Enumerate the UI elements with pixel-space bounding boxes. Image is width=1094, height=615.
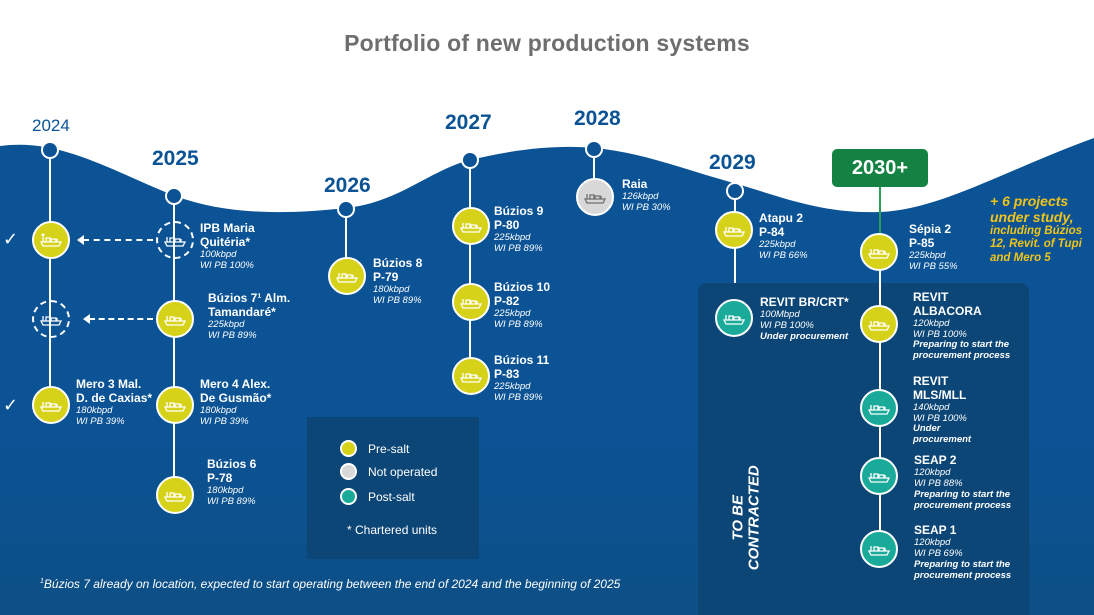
timeline-line-2030 [879, 187, 881, 247]
unit-label-raia: Raia 126kbpd WI PB 30% [622, 177, 671, 213]
platform-icon [163, 316, 187, 326]
platform-node-seap2[interactable] [860, 457, 898, 495]
platform-icon [459, 373, 483, 383]
platform-icon [722, 227, 746, 237]
platform-icon [867, 473, 891, 483]
platform-icon [867, 546, 891, 556]
unit-label-seap1: SEAP 1 120kbpd WI PB 69% Preparing to st… [914, 523, 1012, 581]
checkmark-icon: ✓ [3, 229, 19, 249]
post-salt-dot-icon [340, 488, 357, 505]
platform-node-buzios8[interactable] [328, 257, 366, 295]
platform-node-revit-albacora[interactable] [860, 305, 898, 343]
unit-label-revit-mls: REVIT MLS/MLL 140kbpd WI PB 100% Under p… [913, 374, 972, 446]
legend-item-post-salt: Post-salt [340, 488, 415, 505]
platform-node-seap1[interactable] [860, 530, 898, 568]
platform-icon [867, 321, 891, 331]
platform-node-sepia2[interactable] [860, 233, 898, 271]
platform-node-buzios7[interactable] [156, 300, 194, 338]
year-2029: 2029 [709, 151, 756, 174]
unit-label-mero3: Mero 3 Mal. D. de Caxias* 180kbpd WI PB … [76, 377, 153, 427]
platform-icon [867, 249, 891, 259]
year-2026: 2026 [324, 174, 371, 197]
dashed-arrow-ipb-to-2024 [77, 235, 153, 245]
milestone-2024 [41, 141, 59, 159]
unit-label-buzios10: Búzios 10 P-82 225kbpd WI PB 89% [494, 280, 551, 330]
unit-label-buzios7: Búzios 7¹ Alm. Tamandaré* 225kbpd WI PB … [208, 291, 291, 341]
year-2027: 2027 [445, 111, 492, 134]
unit-label-mero4: Mero 4 Alex. De Gusmão* 180kbpd WI PB 39… [200, 377, 272, 427]
unit-label-seap2: SEAP 2 120kbpd WI PB 88% Preparing to st… [914, 453, 1012, 511]
platform-icon [163, 237, 187, 247]
platform-node-2024-ipb-moved[interactable] [32, 221, 70, 259]
legend-note: * Chartered units [347, 523, 438, 537]
platform-node-revit-br[interactable] [715, 299, 753, 337]
milestone-2029 [726, 182, 744, 200]
timeline-line-2027 [469, 169, 471, 376]
timeline-line-2028 [593, 158, 595, 196]
platform-icon [867, 405, 891, 415]
platform-node-revit-mls[interactable] [860, 389, 898, 427]
platform-node-raia[interactable] [576, 178, 614, 216]
platform-node-atapu2[interactable] [715, 211, 753, 249]
legend-item-not-operated: Not operated [340, 463, 437, 480]
unit-label-buzios9: Búzios 9 P-80 225kbpd WI PB 89% [494, 204, 544, 254]
timeline-line-2026 [345, 218, 347, 273]
platform-node-buzios6[interactable] [156, 476, 194, 514]
projects-under-study-note: + 6 projects under study, including Búzi… [990, 193, 1082, 264]
platform-node-2024-buzios7-moved[interactable] [32, 300, 70, 338]
platform-node-buzios9[interactable] [452, 207, 490, 245]
legend: Pre-salt Not operated Post-salt * Charte… [307, 417, 479, 559]
platform-icon [722, 315, 746, 325]
unit-label-buzios8: Búzios 8 P-79 180kbpd WI PB 89% [373, 256, 423, 306]
year-2024: 2024 [32, 116, 70, 135]
platform-icon [39, 402, 63, 412]
platform-node-mero3[interactable] [32, 386, 70, 424]
milestone-2025 [165, 187, 183, 205]
platform-icon [163, 402, 187, 412]
milestone-2028 [585, 140, 603, 158]
platform-node-buzios11[interactable] [452, 357, 490, 395]
year-2030-plus-badge: 2030+ [832, 149, 928, 187]
unit-label-revit-br: REVIT BR/CRT* 100Mbpd WI PB 100% Under p… [760, 295, 849, 342]
year-2025: 2025 [152, 147, 199, 170]
checkmark-icon: ✓ [3, 395, 19, 415]
platform-icon [459, 223, 483, 233]
platform-icon [335, 273, 359, 283]
year-2028: 2028 [574, 107, 621, 130]
not-operated-dot-icon [340, 463, 357, 480]
pre-salt-dot-icon [340, 440, 357, 457]
milestone-2026 [337, 200, 355, 218]
unit-label-buzios11: Búzios 11 P-83 225kbpd WI PB 89% [494, 353, 550, 403]
milestone-2027 [461, 151, 479, 169]
timeline-line-2025 [173, 205, 175, 495]
platform-node-buzios10[interactable] [452, 283, 490, 321]
platform-node-ipb-ghost[interactable] [156, 221, 194, 259]
platform-icon [583, 194, 607, 204]
platform-icon [39, 316, 63, 326]
to-be-contracted-label: TO BE CONTRACTED [729, 465, 762, 571]
platform-icon [459, 299, 483, 309]
platform-icon [163, 492, 187, 502]
unit-label-buzios6: Búzios 6 P-78 180kbpd WI PB 89% [207, 457, 257, 507]
unit-label-ipb: IPB Maria Quitéria* 100kbpd WI PB 100% [200, 221, 255, 271]
page-title: Portfolio of new production systems [344, 30, 750, 56]
unit-label-sepia2: Sépia 2 P-85 225kbpd WI PB 55% [909, 222, 958, 272]
footnote: 1Búzios 7 already on location, expected … [40, 577, 621, 591]
unit-label-revit-albacora: REVIT ALBACORA 120kbpd WI PB 100% Prepar… [913, 290, 1011, 362]
platform-icon [39, 233, 63, 247]
timeline-line-2024 [49, 159, 51, 404]
platform-node-mero4[interactable] [156, 386, 194, 424]
timeline-line-2029 [734, 200, 736, 318]
legend-item-pre-salt: Pre-salt [340, 440, 409, 457]
dashed-arrow-buzios7-to-2024 [83, 314, 153, 324]
unit-label-atapu2: Atapu 2 P-84 225kbpd WI PB 66% [759, 211, 808, 261]
